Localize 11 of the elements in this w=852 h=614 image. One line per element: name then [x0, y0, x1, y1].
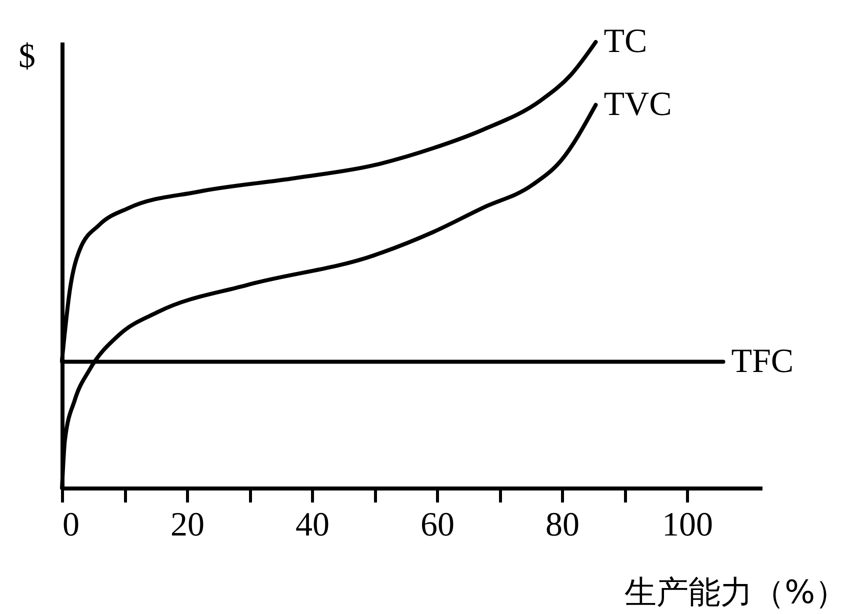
x-tick-label: 20	[170, 506, 204, 544]
x-tick-label: 100	[662, 506, 713, 544]
x-axis-title: 生产能力（%）	[624, 573, 847, 611]
series-label: TFC	[731, 342, 794, 380]
x-tick-label: 0	[62, 506, 80, 544]
x-tick-label: 60	[420, 506, 454, 544]
y-axis-title: $	[18, 38, 36, 75]
x-tick-label: 80	[546, 506, 580, 544]
x-tick-label: 40	[296, 506, 330, 544]
series-label: TC	[604, 23, 648, 60]
series-label: TVC	[604, 86, 672, 123]
